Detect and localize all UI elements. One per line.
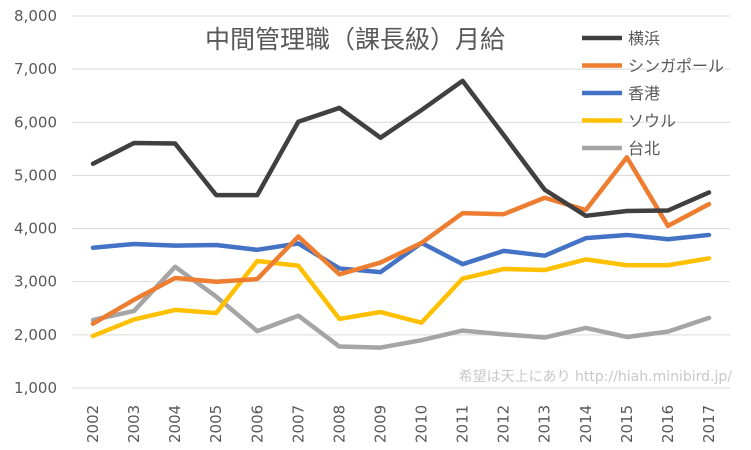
x-tick-label: 2015 bbox=[618, 405, 636, 443]
x-tick-label: 2011 bbox=[454, 405, 472, 443]
series-line bbox=[90, 232, 712, 275]
x-tick-label: 2004 bbox=[166, 405, 184, 443]
x-tick-label: 2017 bbox=[700, 405, 718, 443]
x-tick-label: 2005 bbox=[207, 405, 225, 443]
legend-label: 香港 bbox=[628, 84, 660, 103]
x-tick-label: 2013 bbox=[536, 405, 554, 443]
x-axis-ticks: 2002 2003 2004 2005 2006 2007 2008 2009 2010 2011… bbox=[84, 405, 718, 443]
watermark: 希望は天上にあり http://hiah.minibird.jp/ bbox=[459, 369, 733, 385]
chart-title: 中間管理職（課長級）月給 bbox=[205, 25, 505, 54]
x-tick-label: 2014 bbox=[577, 405, 595, 443]
x-tick-label: 2008 bbox=[330, 405, 348, 443]
x-tick-label: 2012 bbox=[495, 405, 513, 443]
series-line bbox=[90, 155, 712, 326]
x-tick-label: 2007 bbox=[289, 405, 307, 443]
y-tick-label: 1,000 bbox=[14, 379, 57, 397]
legend-label: 台北 bbox=[628, 139, 660, 158]
y-tick-label: 6,000 bbox=[14, 113, 57, 131]
legend-label: シンガポール bbox=[628, 57, 724, 76]
y-tick-label: 7,000 bbox=[14, 60, 57, 78]
x-tick-label: 2002 bbox=[84, 405, 102, 443]
x-tick-label: 2010 bbox=[413, 405, 431, 443]
y-axis-ticks: 1,000 2,000 3,000 4,000 5,000 6,000 7,000 8,000 bbox=[14, 7, 57, 397]
y-tick-label: 8,000 bbox=[14, 7, 57, 25]
y-tick-label: 3,000 bbox=[14, 273, 57, 291]
x-tick-label: 2003 bbox=[125, 405, 143, 443]
series-lines bbox=[90, 78, 712, 350]
legend-label: ソウル bbox=[628, 112, 676, 131]
series-line bbox=[90, 256, 712, 339]
x-tick-label: 2006 bbox=[248, 405, 266, 443]
x-tick-label: 2016 bbox=[659, 405, 677, 443]
series-line bbox=[90, 78, 712, 219]
x-tick-label: 2009 bbox=[371, 405, 389, 443]
y-tick-label: 2,000 bbox=[14, 326, 57, 344]
y-tick-label: 4,000 bbox=[14, 220, 57, 238]
y-tick-label: 5,000 bbox=[14, 166, 57, 184]
legend-label: 横浜 bbox=[628, 29, 660, 48]
